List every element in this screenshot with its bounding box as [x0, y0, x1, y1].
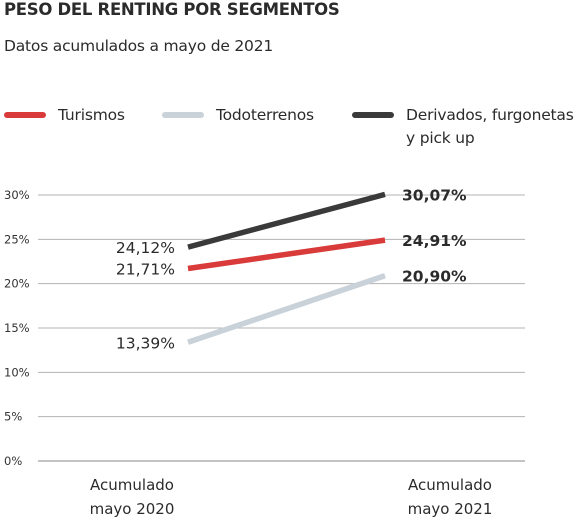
legend-label-todoterrenos: Todoterrenos	[216, 106, 314, 124]
series-line	[187, 191, 386, 250]
data-label-start: 13,39%	[116, 334, 175, 352]
legend-label-derivados: Derivados, furgonetas y pick up	[406, 106, 574, 147]
series-line	[187, 237, 386, 272]
legend-swatch-todoterrenos	[162, 112, 204, 118]
y-tick-label: 5%	[4, 410, 22, 424]
data-label-start: 24,12%	[116, 239, 175, 257]
legend-swatch-turismos	[4, 112, 46, 118]
y-tick-label: 30%	[4, 188, 30, 202]
y-tick-label: 10%	[4, 365, 30, 379]
data-label-end: 24,91%	[402, 232, 467, 250]
series-line	[187, 273, 386, 345]
legend-item-derivados: Derivados, furgonetas y pick up	[352, 104, 574, 150]
data-label-start: 21,71%	[116, 261, 175, 279]
legend-item-turismos: Turismos	[4, 104, 125, 127]
chart-title: PESO DEL RENTING POR SEGMENTOS	[4, 0, 340, 19]
x-tick-label: Acumulado mayo 2021	[408, 476, 493, 518]
y-tick-label: 15%	[4, 321, 30, 335]
legend-label-turismos: Turismos	[58, 106, 125, 124]
y-tick-label: 0%	[4, 454, 22, 468]
chart-subtitle: Datos acumulados a mayo de 2021	[4, 37, 274, 55]
x-tick-label: Acumulado mayo 2020	[90, 476, 175, 518]
legend-item-todoterrenos: Todoterrenos	[162, 104, 314, 127]
y-tick-label: 20%	[4, 277, 30, 291]
legend-swatch-derivados	[352, 112, 394, 118]
y-tick-label: 25%	[4, 232, 30, 246]
data-label-end: 30,07%	[402, 186, 467, 204]
data-label-end: 20,90%	[402, 268, 467, 286]
